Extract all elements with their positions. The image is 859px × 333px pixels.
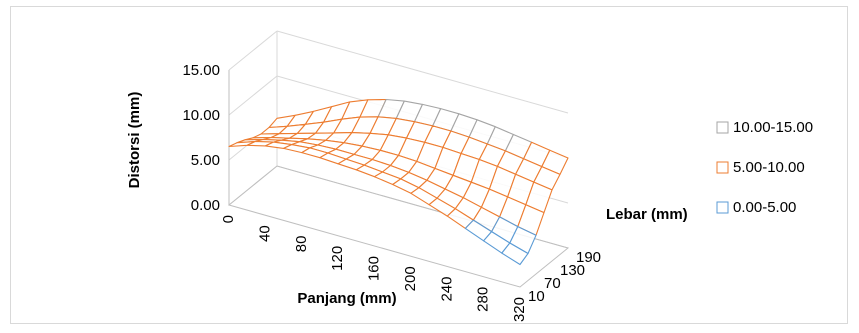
legend-swatch [716, 121, 729, 134]
x-tick-label: 160 [366, 256, 383, 281]
z-tick-label: 0.00 [191, 197, 220, 214]
surface-cell [501, 242, 529, 266]
x-tick-label: 40 [256, 225, 273, 242]
legend-swatch [716, 161, 729, 174]
z-axis-title: Distorsi (mm) [126, 92, 143, 189]
legend: 10.00-15.00 5.00-10.00 0.00-5.00 [716, 119, 813, 216]
z-tick-label: 15.00 [182, 62, 220, 79]
chart-axes: 0.00 5.00 10.00 15.00 0 40 80 120 160 200 240 280 32… [182, 62, 601, 322]
legend-label: 0.00-5.00 [733, 199, 796, 216]
legend-label: 5.00-10.00 [733, 159, 805, 176]
y-tick-label: 70 [544, 275, 561, 292]
back-wall-gridline [276, 30, 569, 114]
y-tick-label: 10 [528, 288, 545, 305]
side-wall-gridline [228, 75, 278, 116]
surface-plot [228, 98, 569, 266]
x-axis-title: Panjang (mm) [297, 290, 396, 307]
x-tick-label: 0 [220, 215, 237, 223]
y-axis-title: Lebar (mm) [606, 206, 688, 223]
y-tick-label: 130 [560, 262, 585, 279]
x-tick-label: 80 [293, 236, 310, 253]
floor [227, 165, 570, 288]
z-tick-label: 10.00 [182, 107, 220, 124]
x-tick-label: 320 [511, 297, 528, 322]
z-tick-label: 5.00 [191, 152, 220, 169]
legend-label: 10.00-15.00 [733, 119, 813, 136]
x-tick-label: 280 [475, 287, 492, 312]
x-tick-label: 120 [329, 246, 346, 271]
legend-swatch [716, 201, 729, 214]
y-tick-label: 190 [576, 249, 601, 266]
x-tick-label: 240 [438, 277, 455, 302]
side-wall-gridline [228, 30, 278, 71]
x-tick-label: 200 [402, 266, 419, 291]
